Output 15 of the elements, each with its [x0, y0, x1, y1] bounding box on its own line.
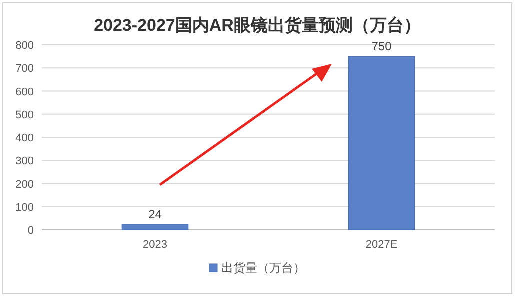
y-tick-label: 700 [16, 63, 34, 76]
y-tick-label: 800 [16, 40, 34, 52]
y-tick-label: 600 [16, 86, 34, 98]
y-tick-label: 300 [16, 156, 34, 168]
chart-title: 2023-2027国内AR眼镜出货量预测（万台） [94, 16, 421, 35]
legend-label: 出货量（万台） [222, 261, 306, 275]
data-label: 24 [148, 207, 162, 222]
y-tick-label: 500 [16, 109, 34, 122]
data-label: 750 [372, 40, 392, 54]
y-tick-label: 0 [28, 225, 34, 237]
x-tick-label: 2027E [366, 239, 398, 251]
y-tick-label: 200 [16, 178, 34, 191]
x-tick-label: 2023 [143, 239, 168, 251]
y-tick-label: 100 [16, 202, 34, 214]
y-tick-label: 400 [16, 132, 34, 144]
